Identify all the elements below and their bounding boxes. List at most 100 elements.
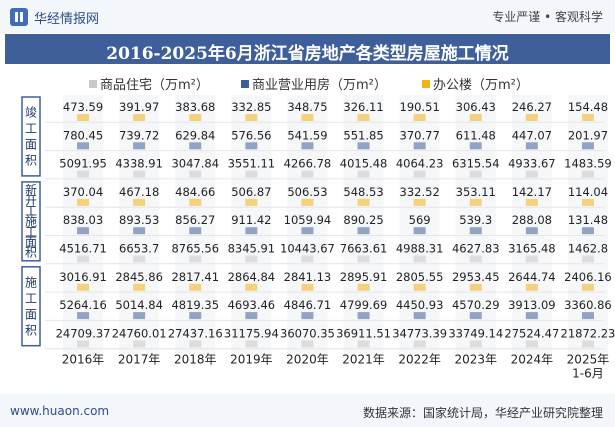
value-marker xyxy=(77,198,90,206)
value-marker xyxy=(133,142,146,150)
data-cell: 4799.69 xyxy=(340,298,388,312)
data-cell: 7663.61 xyxy=(340,242,388,256)
data-cell: 5014.84 xyxy=(115,298,163,312)
x-tick-label: 2021年 xyxy=(342,353,385,367)
data-cell: 391.97 xyxy=(119,100,159,114)
data-cell: 4988.31 xyxy=(396,242,444,256)
value-marker xyxy=(525,142,538,150)
x-tick-label: 2023年 xyxy=(454,353,497,367)
x-tick-label: 2024年 xyxy=(511,353,554,367)
data-cell: 2406.16 xyxy=(564,270,612,284)
column-background xyxy=(343,95,384,355)
value-marker xyxy=(301,114,314,121)
group-label-2: 施工面积 xyxy=(25,275,37,337)
data-cell: 4570.29 xyxy=(452,298,500,312)
group-label-box xyxy=(21,266,41,347)
value-marker xyxy=(357,170,370,178)
data-cell: 5264.16 xyxy=(59,298,107,312)
value-marker xyxy=(413,283,426,291)
data-cell: 4266.78 xyxy=(284,157,332,171)
data-cell: 154.48 xyxy=(568,100,608,114)
data-cell: 306.43 xyxy=(456,100,496,114)
value-marker xyxy=(133,255,146,263)
column-background xyxy=(511,95,552,355)
value-marker xyxy=(357,283,370,291)
data-source: 数据来源：国家统计局，华经产业研究院整理 xyxy=(362,406,603,420)
data-cell: 8765.56 xyxy=(171,242,219,256)
data-cell: 370.77 xyxy=(400,128,440,142)
value-marker xyxy=(245,198,258,206)
value-marker xyxy=(301,170,314,178)
value-marker xyxy=(581,312,594,320)
data-cell: 24760.01 xyxy=(112,326,167,340)
data-cell: 2817.41 xyxy=(171,270,219,284)
value-marker xyxy=(133,312,146,320)
column-background xyxy=(287,95,328,355)
data-cell: 551.85 xyxy=(343,128,383,142)
data-cell: 6653.7 xyxy=(119,242,159,256)
column-background xyxy=(567,95,608,355)
data-cell: 780.45 xyxy=(63,128,103,142)
data-cell: 8345.91 xyxy=(228,242,276,256)
value-marker xyxy=(245,142,258,150)
value-marker xyxy=(77,227,90,235)
value-marker xyxy=(357,114,370,121)
value-marker xyxy=(469,170,482,178)
data-cell: 2845.86 xyxy=(115,270,163,284)
legend-item-office: 办公楼（万m²） xyxy=(422,74,529,93)
value-marker xyxy=(245,255,258,263)
value-marker xyxy=(413,340,426,348)
data-cell: 3165.48 xyxy=(508,242,556,256)
group-label-box xyxy=(21,181,41,262)
value-marker xyxy=(357,340,370,348)
data-cell: 33749.14 xyxy=(448,326,503,340)
value-marker xyxy=(133,340,146,348)
value-marker xyxy=(77,312,90,320)
value-marker xyxy=(413,255,426,263)
value-marker xyxy=(581,283,594,291)
value-marker xyxy=(245,114,258,121)
x-tick-label: 2022年 xyxy=(398,353,441,367)
data-cell: 353.11 xyxy=(456,185,496,199)
data-cell: 34773.39 xyxy=(392,326,447,340)
data-cell: 1483.59 xyxy=(564,157,612,171)
value-marker xyxy=(77,142,90,150)
value-marker xyxy=(77,340,90,348)
data-cell: 326.11 xyxy=(343,100,383,114)
data-cell: 4516.71 xyxy=(59,242,107,256)
x-tick-label: 2025年 1-6月 xyxy=(567,353,610,381)
x-tick-label: 2017年 xyxy=(118,353,161,367)
chart-area: 竣工面积 473.59 391.97 383.68 332.85 348.75 326.11… xyxy=(21,95,615,381)
data-cell: 541.59 xyxy=(287,128,327,142)
data-cell: 21872.23 xyxy=(561,326,615,340)
x-tick-label: 2018年 xyxy=(174,353,217,367)
value-marker xyxy=(189,340,202,348)
value-marker xyxy=(357,142,370,150)
value-marker xyxy=(413,227,426,235)
data-cell: 348.75 xyxy=(287,100,327,114)
value-marker xyxy=(245,283,258,291)
value-marker xyxy=(581,142,594,150)
group-label-box xyxy=(21,96,41,177)
value-marker xyxy=(133,170,146,178)
data-cell: 473.59 xyxy=(63,100,103,114)
data-cell: 27524.47 xyxy=(504,326,559,340)
value-marker xyxy=(189,312,202,320)
group-label-0: 竣工面积 xyxy=(25,104,37,167)
data-cell: 3016.91 xyxy=(59,270,107,284)
legend: 商品住宅（万m²） 商业营业用房（万m²） 办公楼（万m²） xyxy=(0,74,615,93)
value-marker xyxy=(469,255,482,263)
data-cell: 3551.11 xyxy=(228,157,276,171)
value-marker xyxy=(469,198,482,206)
value-marker xyxy=(469,283,482,291)
value-marker xyxy=(133,283,146,291)
value-marker xyxy=(581,170,594,178)
data-cell: 370.04 xyxy=(63,185,103,199)
value-marker xyxy=(581,255,594,263)
data-cell: 4693.46 xyxy=(228,298,276,312)
data-cell: 2895.91 xyxy=(340,270,388,284)
value-marker xyxy=(581,114,594,121)
data-cell: 31175.94 xyxy=(224,326,279,340)
data-cell: 539.3 xyxy=(459,213,492,227)
data-cell: 2644.74 xyxy=(508,270,556,284)
